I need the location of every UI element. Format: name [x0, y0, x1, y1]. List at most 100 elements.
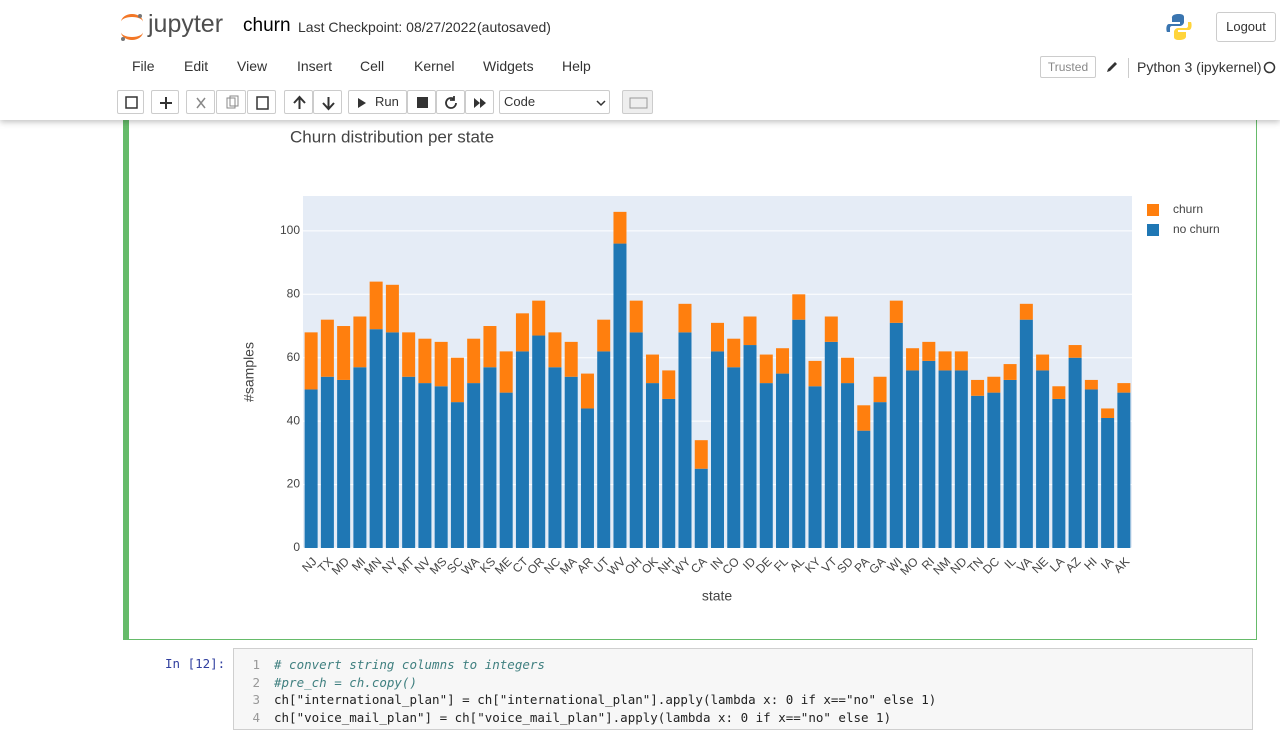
cell-prompt: In [12]: — [165, 656, 226, 671]
bar — [532, 335, 546, 548]
bar — [1036, 354, 1050, 371]
bar — [971, 379, 985, 396]
bar — [304, 389, 318, 548]
bar — [1117, 392, 1131, 548]
x-tick-label: AK — [1111, 554, 1132, 575]
paste-button[interactable] — [247, 90, 276, 114]
restart-button[interactable] — [436, 90, 465, 114]
save-button[interactable] — [117, 90, 144, 114]
bar — [873, 402, 887, 548]
bar — [873, 376, 887, 403]
checkpoint: Last Checkpoint: 08/27/2022 — [298, 19, 477, 35]
bar — [1003, 364, 1017, 380]
menu-item[interactable]: Help — [562, 58, 591, 74]
bar — [434, 386, 448, 548]
bar — [597, 319, 611, 352]
autosave-status: (autosaved) — [477, 19, 551, 35]
bar — [808, 386, 822, 548]
bar — [776, 348, 790, 374]
move-down-button[interactable] — [313, 90, 342, 114]
bar — [629, 300, 643, 333]
bar — [743, 316, 757, 346]
cell-type-select[interactable]: Code — [499, 90, 610, 114]
notebook-header: jupyter churn Last Checkpoint: 08/27/202… — [0, 0, 1280, 120]
bar — [678, 332, 692, 548]
jupyter-logo-text[interactable]: jupyter — [148, 10, 224, 38]
cut-button[interactable] — [186, 90, 215, 114]
bar — [727, 338, 741, 368]
logout-button[interactable]: Logout — [1216, 12, 1276, 42]
bar — [1084, 389, 1098, 548]
bar — [418, 383, 432, 548]
run-button[interactable]: Run — [348, 90, 407, 114]
x-axis-title: state — [702, 588, 733, 604]
bar — [564, 376, 578, 548]
bar — [662, 398, 676, 548]
bar — [548, 367, 562, 548]
bar — [841, 383, 855, 548]
bar — [1068, 357, 1082, 548]
bar — [841, 357, 855, 384]
bar — [662, 370, 676, 399]
menu-item[interactable]: View — [237, 58, 268, 74]
legend-swatch — [1147, 224, 1159, 236]
bar — [645, 383, 659, 548]
restart-run-all-button[interactable] — [465, 90, 494, 114]
bar — [467, 338, 481, 384]
bar — [337, 326, 351, 380]
bar — [710, 322, 725, 352]
bar — [402, 376, 416, 548]
kernel-idle-indicator — [1263, 61, 1276, 74]
x-tick-label: MO — [897, 554, 921, 578]
menu-item[interactable]: Cell — [360, 58, 385, 74]
move-up-button[interactable] — [284, 90, 313, 114]
bar — [727, 367, 741, 548]
trusted-indicator[interactable]: Trusted — [1040, 56, 1096, 78]
x-tick-label: CA — [688, 554, 710, 576]
bar — [613, 243, 627, 548]
menu-item[interactable]: Edit — [184, 58, 209, 74]
x-tick-label: DC — [980, 554, 1002, 576]
kernel-name[interactable]: Python 3 (ipykernel) — [1137, 59, 1262, 75]
bar — [1052, 386, 1066, 399]
y-tick-label: 100 — [280, 223, 300, 237]
bar — [776, 373, 790, 548]
bar — [499, 392, 513, 548]
bar — [353, 367, 367, 548]
bar — [1003, 379, 1017, 548]
y-axis-title: #samples — [241, 342, 257, 402]
bar — [1101, 417, 1115, 548]
interrupt-button[interactable] — [407, 90, 436, 114]
bar — [759, 383, 773, 548]
bar — [889, 322, 903, 548]
bar — [792, 294, 806, 320]
menu-item[interactable]: Kernel — [414, 58, 455, 74]
bar — [1019, 303, 1033, 320]
bar — [548, 332, 562, 368]
bar — [694, 468, 708, 548]
bar — [515, 313, 529, 352]
bar — [1101, 408, 1115, 418]
x-tick-label: AZ — [1063, 554, 1084, 575]
notebook-name[interactable]: churn — [243, 15, 291, 36]
bar — [906, 348, 920, 371]
y-tick-label: 60 — [287, 350, 301, 364]
copy-button[interactable] — [216, 90, 246, 114]
code-editor[interactable]: 1 # convert string columns to integers 2 #p… — [233, 648, 1253, 730]
bar — [597, 351, 611, 548]
chart: Churn distribution per state state #samp… — [241, 127, 1220, 604]
menu-item[interactable]: File — [132, 58, 155, 74]
bar — [385, 332, 399, 548]
command-palette-button[interactable] — [622, 90, 653, 114]
bar — [938, 370, 952, 548]
bar — [434, 341, 448, 387]
x-tick-label: HI — [1081, 554, 1099, 572]
code-line: #pre_ch = ch.copy() — [274, 674, 417, 690]
menu-item[interactable]: Insert — [297, 58, 333, 74]
code-line: ch["voice_mail_plan"] = ch["voice_mail_p… — [274, 709, 892, 725]
code-line: # convert string columns to integers — [274, 657, 545, 672]
insert-cell-button[interactable] — [151, 90, 179, 114]
bar — [1019, 319, 1033, 548]
y-tick-label: 0 — [293, 540, 300, 554]
menu-item[interactable]: Widgets — [483, 58, 534, 74]
